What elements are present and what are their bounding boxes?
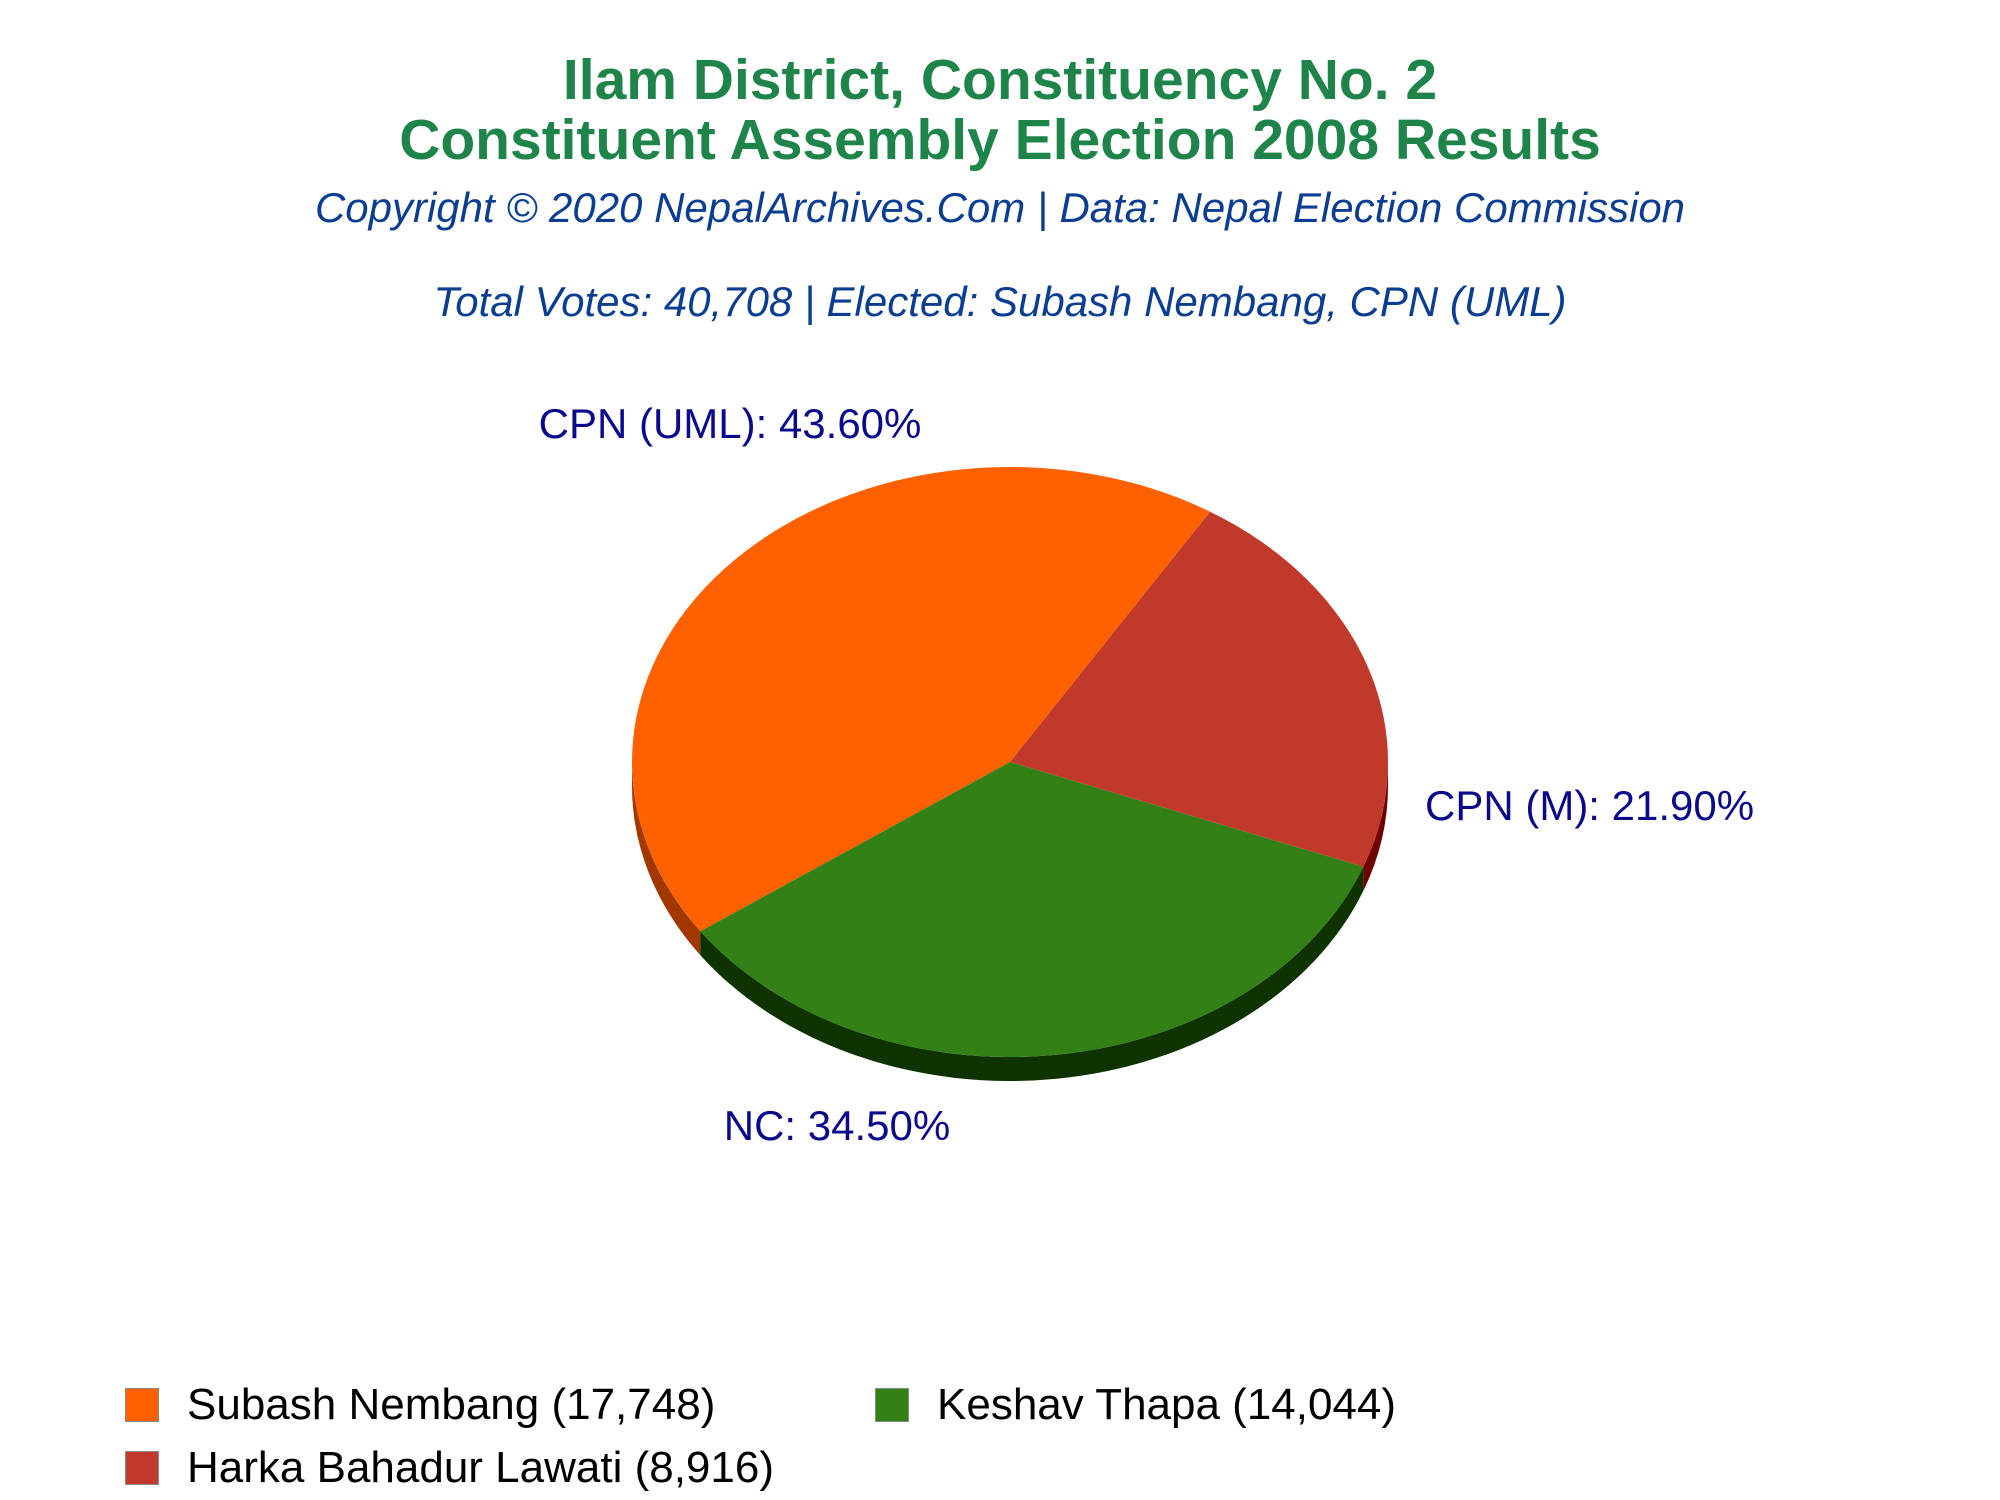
slice-label-cpn-m: CPN (M): 21.90% (1425, 782, 1754, 829)
summary-text: Total Votes: 40,708 | Elected: Subash Ne… (433, 278, 1567, 325)
pie-side-cpn-m (1363, 762, 1388, 891)
legend-swatch-subash-nembang (125, 1388, 159, 1422)
legend-label-subash-nembang: Subash Nembang (17,748) (187, 1380, 716, 1429)
legend-item-subash-nembang: Subash Nembang (17,748) (125, 1380, 715, 1430)
legend-label-harka-bahadur-lawati: Harka Bahadur Lawati (8,916) (187, 1443, 774, 1492)
pie-slice-nc (700, 762, 1364, 1058)
legend-swatch-keshav-thapa (875, 1388, 909, 1422)
legend-item-harka-bahadur-lawati: Harka Bahadur Lawati (8,916) (125, 1443, 774, 1493)
legend-swatch-harka-bahadur-lawati (125, 1451, 159, 1485)
pie-slice-cpn-uml (631, 466, 1211, 932)
pie-side-nc (700, 866, 1364, 1082)
pie-side-cpn-uml (632, 762, 701, 956)
chart-title-line2: Constituent Assembly Election 2008 Resul… (399, 108, 1601, 172)
copyright-text: Copyright © 2020 NepalArchives.Com | Dat… (314, 184, 1686, 231)
pie-slice-cpn-m (1010, 511, 1389, 867)
legend-item-keshav-thapa: Keshav Thapa (14,044) (875, 1380, 1396, 1430)
chart-title-line1: Ilam District, Constituency No. 2 (562, 48, 1438, 112)
slice-label-cpn-uml: CPN (UML): 43.60% (539, 400, 922, 447)
legend-label-keshav-thapa: Keshav Thapa (14,044) (937, 1380, 1397, 1429)
slice-label-nc: NC: 34.50% (724, 1102, 950, 1149)
